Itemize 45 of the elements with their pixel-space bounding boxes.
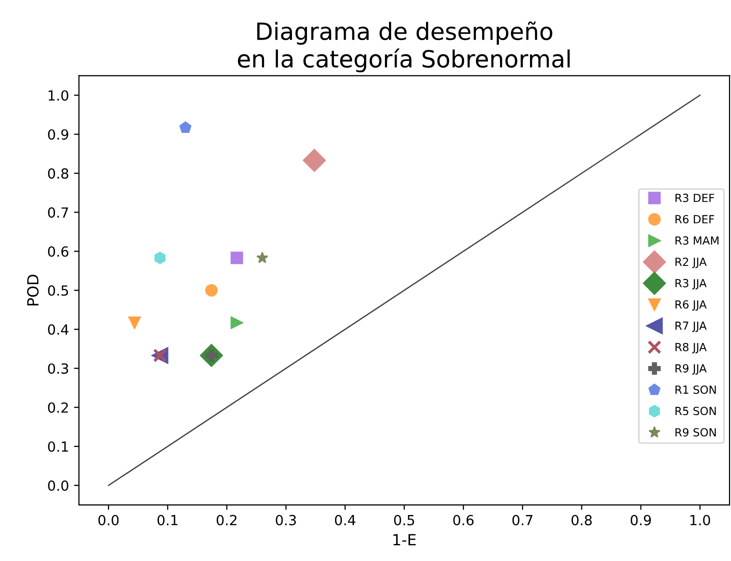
y-tick-label: 0.2 <box>48 402 68 413</box>
y-tick-label: 0.1 <box>48 441 68 452</box>
x-tick-label: 0.4 <box>334 514 356 526</box>
legend-label: R9 SON <box>676 428 716 436</box>
x-tick-label: 0.7 <box>512 514 532 526</box>
y-tick-label: 0.4 <box>48 324 68 335</box>
x-tick-label: 0.8 <box>572 514 592 526</box>
y-tick-label: 0.8 <box>48 168 68 179</box>
x-tick-label: 0.6 <box>453 514 474 526</box>
point <box>205 284 218 297</box>
x-tick-label: 0.2 <box>216 514 236 526</box>
point <box>154 252 166 264</box>
legend-label: R3 JJA <box>676 278 707 290</box>
y-tick-label: 0.9 <box>48 129 68 140</box>
y-tick-label: 0.6 <box>48 246 68 257</box>
point <box>230 252 244 264</box>
legend-label: R5 SON <box>676 406 716 416</box>
legend-label: R6 JJA <box>676 300 707 311</box>
y-tick-label: 1.0 <box>48 90 68 101</box>
x-tick-label: 0.1 <box>158 514 178 526</box>
y-axis-title: POD <box>27 274 39 306</box>
point <box>128 316 141 329</box>
chart-title: Diagrama de desempeño en la categoría Sobrenormal <box>238 21 570 72</box>
point <box>302 148 326 172</box>
point <box>230 316 244 329</box>
legend-label: R8 JJA <box>676 342 707 354</box>
x-axis-title: 1-E <box>393 534 416 546</box>
x-tick-label: 0.3 <box>276 514 296 526</box>
point <box>256 252 268 264</box>
x-tick-label: 1.0 <box>690 514 710 526</box>
legend-label: R7 JJA <box>676 322 707 332</box>
point <box>179 121 192 133</box>
legend-label: R3 DEF <box>676 194 714 202</box>
legend-label: R2 JJA <box>676 258 707 268</box>
x-tick-label: 0.9 <box>630 514 651 526</box>
y-tick-label: 0.3 <box>48 363 68 374</box>
x-tick-label: 0.0 <box>98 514 119 526</box>
y-tick-label: 0.5 <box>48 285 68 296</box>
y-tick-label: 0.0 <box>48 480 68 491</box>
y-tick-label: 0.7 <box>48 207 68 218</box>
legend-label: R6 DEF <box>676 214 714 224</box>
legend-label: R9 JJA <box>676 364 707 375</box>
legend-label: R3 MAM <box>676 236 718 245</box>
x-tick-label: 0.5 <box>394 514 414 526</box>
legend-label: R1 SON <box>676 385 716 394</box>
